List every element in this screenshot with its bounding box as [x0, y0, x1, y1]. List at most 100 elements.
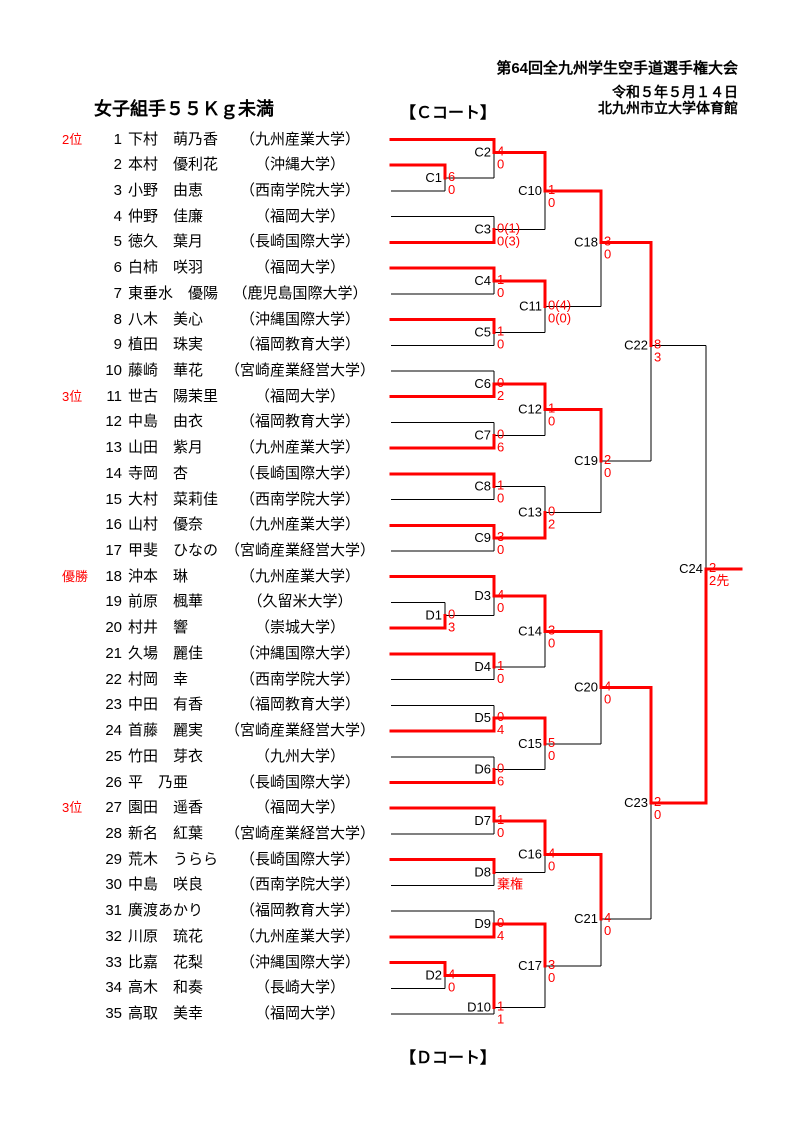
player-name: 園田 遥香 — [128, 799, 204, 817]
match-code-C21: C21 — [574, 911, 598, 926]
score-bottom-C22: 3 — [654, 349, 661, 364]
tournament-title: 第64回全九州学生空手道選手権大会 — [496, 60, 738, 77]
player-number: 3 — [113, 181, 122, 199]
player-name: 川原 琉花 — [128, 927, 204, 945]
player-university: （長崎国際大学） — [239, 773, 360, 791]
player-university: （九州産業大学） — [239, 567, 360, 585]
player-number: 7 — [113, 284, 122, 302]
match-code-D5: D5 — [474, 710, 491, 725]
player-number: 26 — [105, 773, 122, 791]
player-name: 徳久 葉月 — [128, 233, 204, 251]
player-name: 荒木 うらら — [128, 850, 219, 868]
player-university: （久留米大学） — [247, 593, 353, 611]
player-number: 30 — [105, 876, 122, 894]
player-university: （沖縄国際大学） — [239, 644, 360, 662]
player-name: 高木 和奏 — [128, 979, 204, 997]
player-name: 久場 麗佳 — [128, 644, 204, 662]
player-name: 廣渡あかり — [128, 902, 204, 920]
score-top-C10: 1 — [548, 182, 555, 197]
player-university: （長崎国際大学） — [239, 464, 360, 482]
player-university: （福岡教育大学） — [239, 902, 360, 920]
player-name: 村井 響 — [128, 619, 189, 637]
weight-class-title: 女子組手５５Ｋｇ未満 — [94, 99, 274, 119]
player-number: 16 — [105, 516, 122, 534]
match-code-D3: D3 — [474, 588, 491, 603]
court-c-label: 【Ｃコート】 — [400, 105, 497, 122]
player-university: （九州産業大学） — [239, 516, 360, 534]
player-university: （沖縄国際大学） — [239, 953, 360, 971]
player-number: 2 — [113, 156, 122, 174]
score-bottom-C9: 0 — [497, 542, 504, 557]
match-code-C17: C17 — [518, 958, 542, 973]
player-university: （福岡教育大学） — [239, 413, 360, 431]
score-bottom-C19: 0 — [604, 465, 611, 480]
player-number: 31 — [105, 902, 122, 920]
match-code-C15: C15 — [518, 736, 542, 751]
match-code-D6: D6 — [474, 762, 491, 777]
player-number: 17 — [105, 542, 122, 560]
player-number: 11 — [106, 387, 122, 405]
player-number: 33 — [105, 953, 122, 971]
player-name: 中田 有香 — [128, 696, 204, 714]
score-bottom-D1: 3 — [448, 619, 455, 634]
player-number: 29 — [105, 850, 122, 868]
player-name: 仲野 佳廉 — [128, 207, 204, 225]
score-bottom-C24: 2先 — [709, 573, 729, 588]
score-top-D10: 1 — [497, 999, 504, 1014]
player-name: 中島 咲良 — [128, 876, 204, 894]
player-university: （宮崎産業経営大学） — [224, 722, 375, 740]
player-name: 大村 菜莉佳 — [128, 490, 219, 508]
score-top-D5: 0 — [497, 709, 504, 724]
player-number: 34 — [105, 979, 122, 997]
score-top-C9: 3 — [497, 529, 504, 544]
player-name: 東垂水 優陽 — [128, 284, 219, 302]
player-name: 寺岡 杏 — [128, 464, 189, 482]
player-number: 1 — [113, 130, 122, 148]
player-university: （西南学院大学） — [239, 670, 360, 688]
score-bottom-C21: 0 — [604, 923, 611, 938]
match-code-C24: C24 — [679, 561, 703, 576]
player-name: 下村 萌乃香 — [128, 130, 219, 148]
player-name: 八木 美心 — [128, 310, 204, 328]
match-code-C18: C18 — [574, 234, 598, 249]
player-name: 平 乃亜 — [128, 773, 189, 791]
score-bottom-C14: 0 — [548, 635, 555, 650]
score-bottom-D4: 0 — [497, 671, 504, 686]
match-code-C1: C1 — [425, 170, 442, 185]
player-university: （福岡教育大学） — [239, 696, 360, 714]
player-university: （福岡大学） — [254, 799, 345, 817]
player-name: 新名 紅葉 — [128, 824, 204, 842]
player-number: 20 — [105, 619, 122, 637]
score-top-C13: 0 — [548, 503, 555, 518]
player-number: 32 — [105, 927, 122, 945]
player-name: 村岡 幸 — [128, 670, 189, 688]
match-code-C7: C7 — [474, 427, 491, 442]
player-university: （福岡教育大学） — [239, 336, 360, 354]
player-university: （宮崎産業経営大学） — [224, 824, 375, 842]
player-name: 甲斐 ひなの — [128, 542, 219, 560]
score-top-D6: 0 — [497, 761, 504, 776]
score-top-D4: 1 — [497, 658, 504, 673]
player-number: 22 — [105, 670, 122, 688]
score-bottom-C15: 0 — [548, 748, 555, 763]
player-university: （九州産業大学） — [239, 927, 360, 945]
score-top-C24: 2 — [709, 560, 716, 575]
player-name: 首藤 麗実 — [128, 722, 204, 740]
player-university: （沖縄国際大学） — [239, 310, 360, 328]
score-bottom-D2: 0 — [448, 979, 455, 994]
score-top-D2: 4 — [448, 966, 455, 981]
tournament-date: 令和５年５月１４日 — [612, 84, 738, 100]
score-top-D1: 0 — [448, 606, 455, 621]
player-number: 4 — [113, 207, 122, 225]
player-name: 植田 珠実 — [128, 336, 204, 354]
player-number: 5 — [113, 233, 122, 251]
player-number: 18 — [105, 567, 122, 585]
score-bottom-C7: 6 — [497, 439, 504, 454]
player-number: 35 — [105, 1004, 122, 1022]
score-bottom-D8: 棄権 — [497, 877, 523, 892]
player-university: （長崎国際大学） — [239, 233, 360, 251]
match-code-D9: D9 — [474, 916, 491, 931]
player-university: （西南学院大学） — [239, 490, 360, 508]
match-code-C12: C12 — [518, 402, 542, 417]
score-bottom-C13: 2 — [548, 516, 555, 531]
